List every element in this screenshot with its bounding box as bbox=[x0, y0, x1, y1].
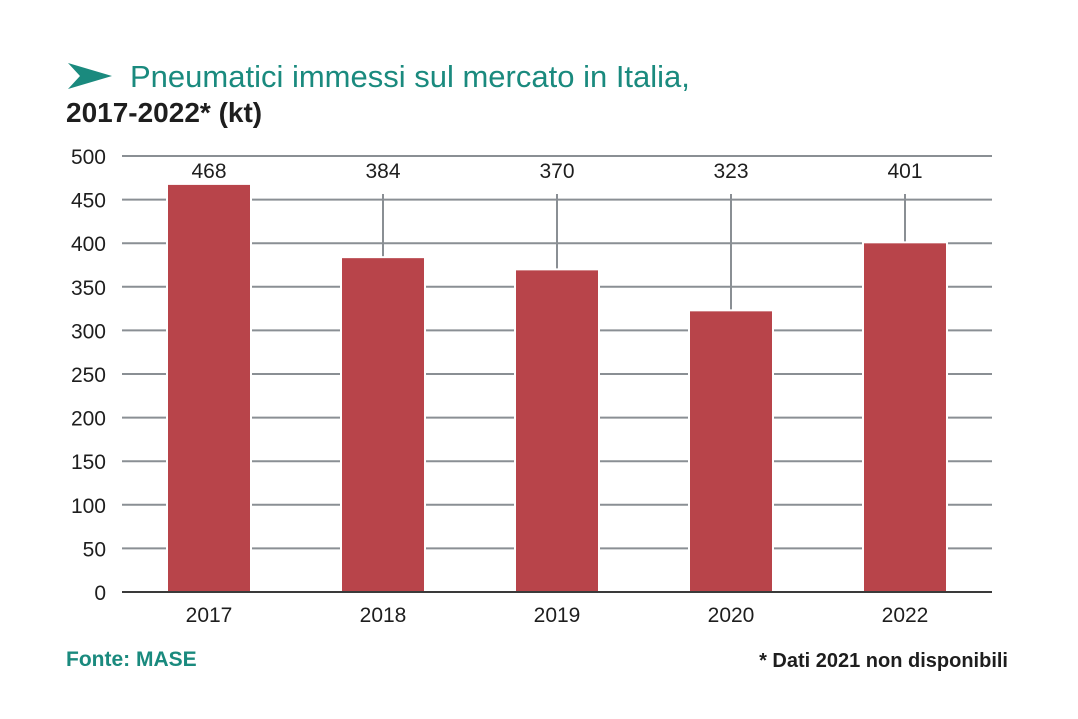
y-tick-label: 350 bbox=[71, 277, 106, 300]
bar-2017 bbox=[166, 182, 252, 594]
data-label: 370 bbox=[539, 160, 574, 183]
y-tick-label: 300 bbox=[71, 320, 106, 343]
data-label: 468 bbox=[191, 160, 226, 183]
bar-2018 bbox=[340, 256, 426, 593]
x-tick-label: 2018 bbox=[360, 604, 407, 627]
bar-2019 bbox=[514, 268, 600, 593]
bar-2022 bbox=[862, 241, 948, 593]
y-tick-label: 50 bbox=[83, 538, 106, 561]
bar-chart: 0 50 100 150 200 250 300 350 400 450 500 468 2017 384… bbox=[71, 146, 992, 627]
data-label: 384 bbox=[365, 160, 400, 183]
y-tick-label: 200 bbox=[71, 408, 106, 431]
y-tick-label: 500 bbox=[71, 146, 106, 169]
title-line1: Pneumatici immessi sul mercato in Italia… bbox=[130, 58, 690, 94]
x-tick-label: 2019 bbox=[534, 604, 581, 627]
chart-title: Pneumatici immessi sul mercato in Italia… bbox=[66, 54, 1026, 129]
y-tick-label: 100 bbox=[71, 495, 106, 518]
x-tick-label: 2022 bbox=[882, 604, 929, 627]
x-tick-label: 2017 bbox=[186, 604, 233, 627]
footnote: * Dati 2021 non disponibili bbox=[759, 650, 1008, 672]
data-label: 323 bbox=[713, 160, 748, 183]
source-note: Fonte: MASE bbox=[66, 648, 197, 671]
y-tick-label: 400 bbox=[71, 233, 106, 256]
bar-2020 bbox=[688, 309, 774, 593]
data-label: 401 bbox=[887, 160, 922, 183]
title-row: Pneumatici immessi sul mercato in Italia… bbox=[66, 54, 1026, 98]
title-line2: 2017-2022* (kt) bbox=[66, 97, 263, 128]
y-tick-label: 250 bbox=[71, 364, 106, 387]
arrow-right-icon bbox=[68, 63, 112, 89]
y-tick-label: 0 bbox=[94, 582, 106, 605]
x-tick-label: 2020 bbox=[708, 604, 755, 627]
y-tick-label: 150 bbox=[71, 451, 106, 474]
y-tick-label: 450 bbox=[71, 190, 106, 213]
